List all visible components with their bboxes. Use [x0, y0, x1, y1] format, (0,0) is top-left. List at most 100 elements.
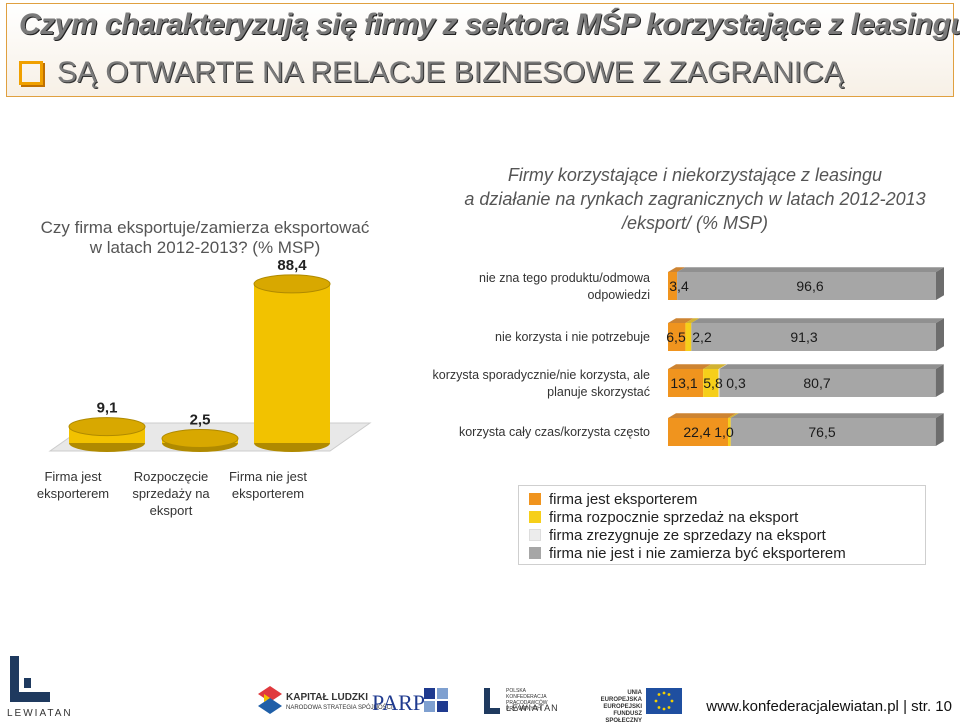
bar-segment-top — [691, 318, 944, 323]
bar-segment — [668, 418, 729, 446]
bar-value-label: 22,4 — [683, 424, 710, 440]
column-top — [68, 417, 146, 437]
parp-logo-text: PARP — [372, 690, 426, 715]
legend-swatch-gray — [529, 547, 541, 559]
bar-segment-top — [703, 364, 727, 369]
column-value-label: 88,4 — [277, 257, 307, 274]
left-category-label-1: Firma jest eksporterem — [36, 469, 110, 501]
bar-segment — [703, 369, 719, 397]
legend-swatch-orange — [529, 493, 541, 505]
bar-end-face — [935, 413, 944, 446]
column-top — [161, 429, 239, 448]
legend-item-resign-export: firma zrezygnuje ze sprzedazy na eksport — [529, 526, 915, 544]
pkpp-lewiatan-text: LEWIATAN — [506, 703, 559, 713]
bar-value-label: 3,4 — [669, 278, 689, 294]
row-category-label: korzysta cały czas/korzysta często — [459, 425, 650, 439]
legend-label: firma jest eksporterem — [549, 490, 698, 508]
bar-segment — [668, 323, 686, 351]
bar-segment — [728, 418, 731, 446]
checkbox-bullet-icon — [19, 61, 43, 85]
bar-segment-top — [718, 364, 728, 369]
footer-separator: | — [903, 698, 912, 715]
stacked-bar-row-2 — [668, 318, 944, 351]
header-banner: Czym charakteryzują się firmy z sektora … — [6, 3, 960, 97]
bar-value-label: 2,2 — [692, 329, 712, 345]
bar-value-label: 96,6 — [796, 278, 823, 294]
bar-value-label: 76,5 — [808, 424, 835, 440]
right-stacked-bar-chart: nie zna tego produktu/odmowa odpowiedzi ni… — [433, 267, 944, 446]
right-chart-title-line-1: Firmy korzystające i niekorzystające z l… — [507, 165, 883, 185]
footer-page-number: str. 10 — [911, 698, 952, 715]
page-subtitle-text: SĄ OTWARTE NA RELACJE BIZNESOWE Z ZAGRAN… — [57, 56, 844, 89]
footer-url: www.konfederacjalewiatan.pl — [706, 698, 899, 715]
eu-text-line-2: EUROPEJSKI — [603, 704, 642, 710]
column-2 — [161, 429, 239, 452]
bar-segment — [677, 272, 936, 300]
eu-text-line-1: UNIA EUROPEJSKA — [600, 690, 642, 703]
row-category-label: nie zna tego produktu/odmowa odpowiedzi — [479, 271, 650, 302]
lewiatan-logo-text: LEWIATAN — [7, 708, 73, 719]
legend-swatch-light — [529, 529, 541, 541]
bar-segment — [719, 369, 936, 397]
bar-value-label: 5,8 — [703, 375, 723, 391]
right-chart-title: Firmy korzystające i niekorzystające z l… — [440, 163, 950, 235]
bar-value-label: 80,7 — [803, 375, 830, 391]
legend-label: firma nie jest i nie zamierza być ekspor… — [549, 544, 846, 562]
left-category-label-3: Firma nie jest eksporterem — [228, 469, 308, 501]
legend-label: firma zrezygnuje ze sprzedazy na eksport — [549, 526, 826, 544]
eu-text-line-3: FUNDUSZ SPOŁECZNY — [605, 711, 642, 724]
column-body — [254, 283, 330, 443]
column-top — [253, 274, 331, 294]
kapital-ludzki-text: KAPITAŁ LUDZKI — [286, 692, 369, 703]
right-chart-title-line-2: a działanie na rynkach zagranicznych w l… — [464, 189, 926, 209]
bar-segment-top — [668, 318, 694, 323]
bar-segment — [685, 323, 692, 351]
row-category-label: korzysta sporadycznie/nie korzysta, ale p… — [433, 368, 651, 399]
bar-value-label: 6,5 — [666, 329, 686, 345]
left-category-label-2: Rozpoczęcie sprzedaży na eksport — [132, 469, 210, 518]
column-3 — [253, 274, 331, 452]
bar-segment-top — [719, 364, 944, 369]
footer-url-page: www.konfederacjalewiatan.pl | str. 10 — [706, 698, 952, 715]
bar-end-face — [935, 364, 944, 397]
stacked-bar-row-4 — [668, 413, 944, 446]
left-column-chart: 9,1 2,5 88,4 — [48, 257, 372, 452]
bar-segment-top — [728, 413, 739, 418]
pkpp-lewiatan-logo-icon — [484, 688, 500, 714]
bar-value-label: 1,0 — [714, 424, 734, 440]
right-chart-title-line-3: /eksport/ (% MSP) — [621, 213, 769, 233]
page-subtitle: SĄ OTWARTE NA RELACJE BIZNESOWE Z ZAGRAN… — [19, 56, 844, 90]
bar-segment-top — [685, 318, 700, 323]
legend-item-start-export: firma rozpocznie sprzedaż na eksport — [529, 508, 915, 526]
bar-value-label: 13,1 — [670, 375, 697, 391]
kapital-ludzki-subtext: NARODOWA STRATEGIA SPÓJNOŚCI — [286, 705, 393, 711]
bar-segment-top — [677, 267, 944, 272]
bar-segment — [730, 418, 936, 446]
chart-legend: firma jest eksporterem firma rozpocznie … — [518, 485, 926, 565]
column-value-label: 2,5 — [190, 412, 211, 429]
column-value-label: 9,1 — [97, 400, 118, 417]
bar-segment-top — [668, 267, 686, 272]
legend-item-non-exporter: firma nie jest i nie zamierza być ekspor… — [529, 544, 915, 562]
eu-text: UNIA EUROPEJSKA EUROPEJSKI FUNDUSZ SPOŁE… — [590, 690, 642, 725]
bar-segment — [691, 323, 936, 351]
bar-end-face — [936, 318, 944, 351]
bar-segment — [718, 369, 720, 397]
legend-item-exporter: firma jest eksporterem — [529, 490, 915, 508]
legend-label: firma rozpocznie sprzedaż na eksport — [549, 508, 799, 526]
bar-value-label: 0,3 — [726, 375, 746, 391]
row-category-label: nie korzysta i nie potrzebuje — [495, 330, 650, 344]
column-1 — [68, 417, 146, 452]
legend-swatch-yellow — [529, 511, 541, 523]
bar-segment-top — [730, 413, 944, 418]
stacked-bar-row-3 — [668, 364, 944, 397]
kapital-ludzki-logo-icon — [258, 686, 282, 714]
bar-segment-top — [668, 413, 737, 418]
parp-logo-icon — [424, 688, 448, 712]
lewiatan-logo-icon — [10, 656, 50, 702]
bar-segment — [668, 272, 678, 300]
left-chart-title: Czy firma eksportuje/zamierza eksportowa… — [40, 218, 370, 257]
pkpp-text: POLSKA KONFEDERACJA PRACODAWCÓW PRYWATNY… — [506, 688, 548, 712]
page-title: Czym charakteryzują się firmy z sektora … — [19, 8, 960, 41]
bar-value-label: 91,3 — [790, 329, 817, 345]
